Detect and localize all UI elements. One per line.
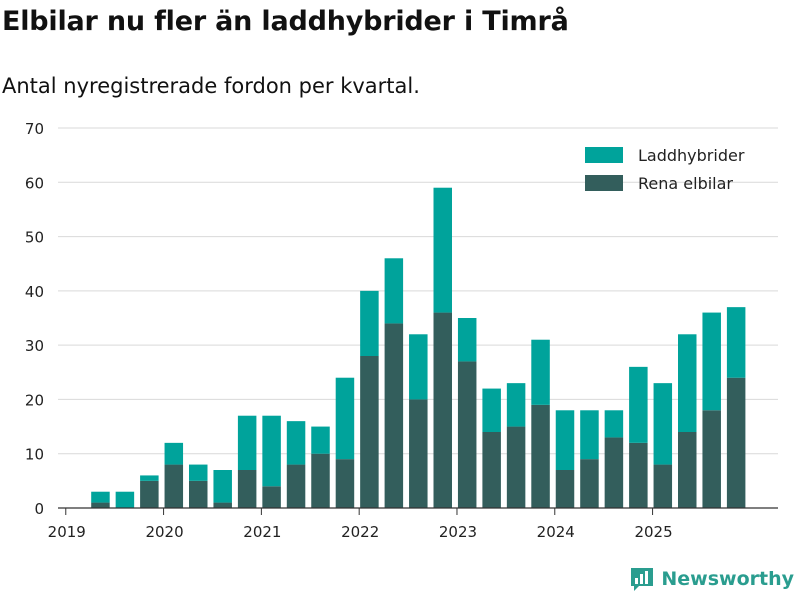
newsworthy-logo-icon [631,568,654,591]
bar-segment-rena-elbilar [604,437,624,508]
bar-segment-rena-elbilar [360,356,379,508]
bar-segment-rena-elbilar [653,464,673,508]
bar-segment-rena-elbilar [384,323,404,508]
x-tick-label: 2023 [439,523,477,541]
bar-segment-laddhybrider [384,258,404,324]
x-tick-label: 2025 [634,523,672,541]
bar-segment-rena-elbilar [482,432,501,508]
bar-segment-laddhybrider [115,491,135,508]
bar-segment-rena-elbilar [678,432,697,508]
y-tick-label: 50 [25,229,44,247]
bar-segment-laddhybrider [91,491,110,503]
chart-title: Elbilar nu fler än laddhybrider i Timrå [2,6,569,37]
bar-segment-laddhybrider [164,442,184,465]
bar-segment-rena-elbilar [140,480,159,508]
y-tick-label: 10 [25,446,44,464]
bar-segment-laddhybrider [678,334,697,432]
bar-segment-rena-elbilar [262,486,281,508]
bar-segment-laddhybrider [213,470,232,503]
bar-segment-laddhybrider [335,377,355,460]
bar-segment-laddhybrider [262,415,281,487]
bar-segment-laddhybrider [189,464,208,481]
y-tick-label: 0 [34,500,44,518]
bar-segment-rena-elbilar [555,470,575,508]
legend-swatch [585,175,623,191]
x-tick-label: 2020 [145,523,183,541]
bar-segment-rena-elbilar [311,453,330,508]
bar-segment-rena-elbilar [580,459,599,508]
bar-segment-laddhybrider [311,426,330,454]
y-tick-label: 60 [25,174,44,192]
y-tick-label: 70 [25,120,44,138]
bar-segment-laddhybrider [237,415,257,470]
bar-segment-laddhybrider [409,334,428,400]
bar-segment-rena-elbilar [433,312,452,508]
chart-subtitle: Antal nyregistrerade fordon per kvartal. [2,74,420,98]
bar-segment-laddhybrider [580,410,599,460]
bar-segment-rena-elbilar [286,464,306,508]
bar-segment-rena-elbilar [457,361,477,508]
bar-segment-rena-elbilar [506,426,526,508]
bar-segment-laddhybrider [653,383,673,465]
bar-segment-rena-elbilar [91,502,110,508]
bar-segment-rena-elbilar [213,502,232,508]
bar-segment-laddhybrider [360,290,379,356]
bar-segment-laddhybrider [457,318,477,362]
bar-segment-rena-elbilar [702,410,721,508]
bar-segment-laddhybrider [286,421,306,465]
y-tick-label: 20 [25,391,44,409]
bar-segment-laddhybrider [482,388,501,432]
y-tick-label: 30 [25,337,44,355]
bar-segment-laddhybrider [604,410,624,438]
bar-segment-laddhybrider [140,475,159,481]
bar-segment-laddhybrider [506,383,526,427]
x-tick-label: 2019 [48,523,86,541]
brand-logo[interactable]: Newsworthy [629,566,794,592]
bar-segment-laddhybrider [726,307,746,378]
legend-label: Rena elbilar [638,174,733,193]
bar-segment-laddhybrider [433,187,452,313]
x-tick-label: 2022 [341,523,379,541]
bar-segment-rena-elbilar [531,404,550,508]
bar-segment-rena-elbilar [409,399,428,508]
bar-segment-rena-elbilar [237,470,257,508]
legend-label: Laddhybrider [638,146,745,165]
bar-segment-rena-elbilar [335,459,355,508]
legend-swatch [585,147,623,163]
bar-segment-laddhybrider [702,312,721,411]
x-tick-label: 2024 [537,523,575,541]
bar-segment-rena-elbilar [629,442,648,508]
bar-segment-rena-elbilar [189,480,208,508]
bar-segment-rena-elbilar [726,377,746,508]
brand-name: Newsworthy [661,568,794,590]
x-tick-label: 2021 [243,523,281,541]
y-tick-label: 40 [25,283,44,301]
bar-segment-rena-elbilar [164,464,184,508]
bar-segment-laddhybrider [629,366,648,443]
bar-segment-laddhybrider [555,410,575,470]
bar-segment-laddhybrider [531,339,550,405]
